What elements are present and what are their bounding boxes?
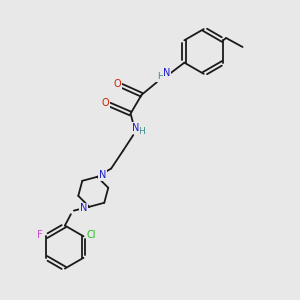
Text: O: O [113,79,121,89]
Text: N: N [80,203,88,213]
Text: N: N [99,170,106,180]
Text: H: H [157,72,164,81]
Text: Cl: Cl [86,230,96,240]
Text: H: H [138,127,144,136]
Text: F: F [37,230,43,240]
Text: N: N [163,68,171,78]
Text: N: N [132,123,140,133]
Text: O: O [101,98,109,108]
